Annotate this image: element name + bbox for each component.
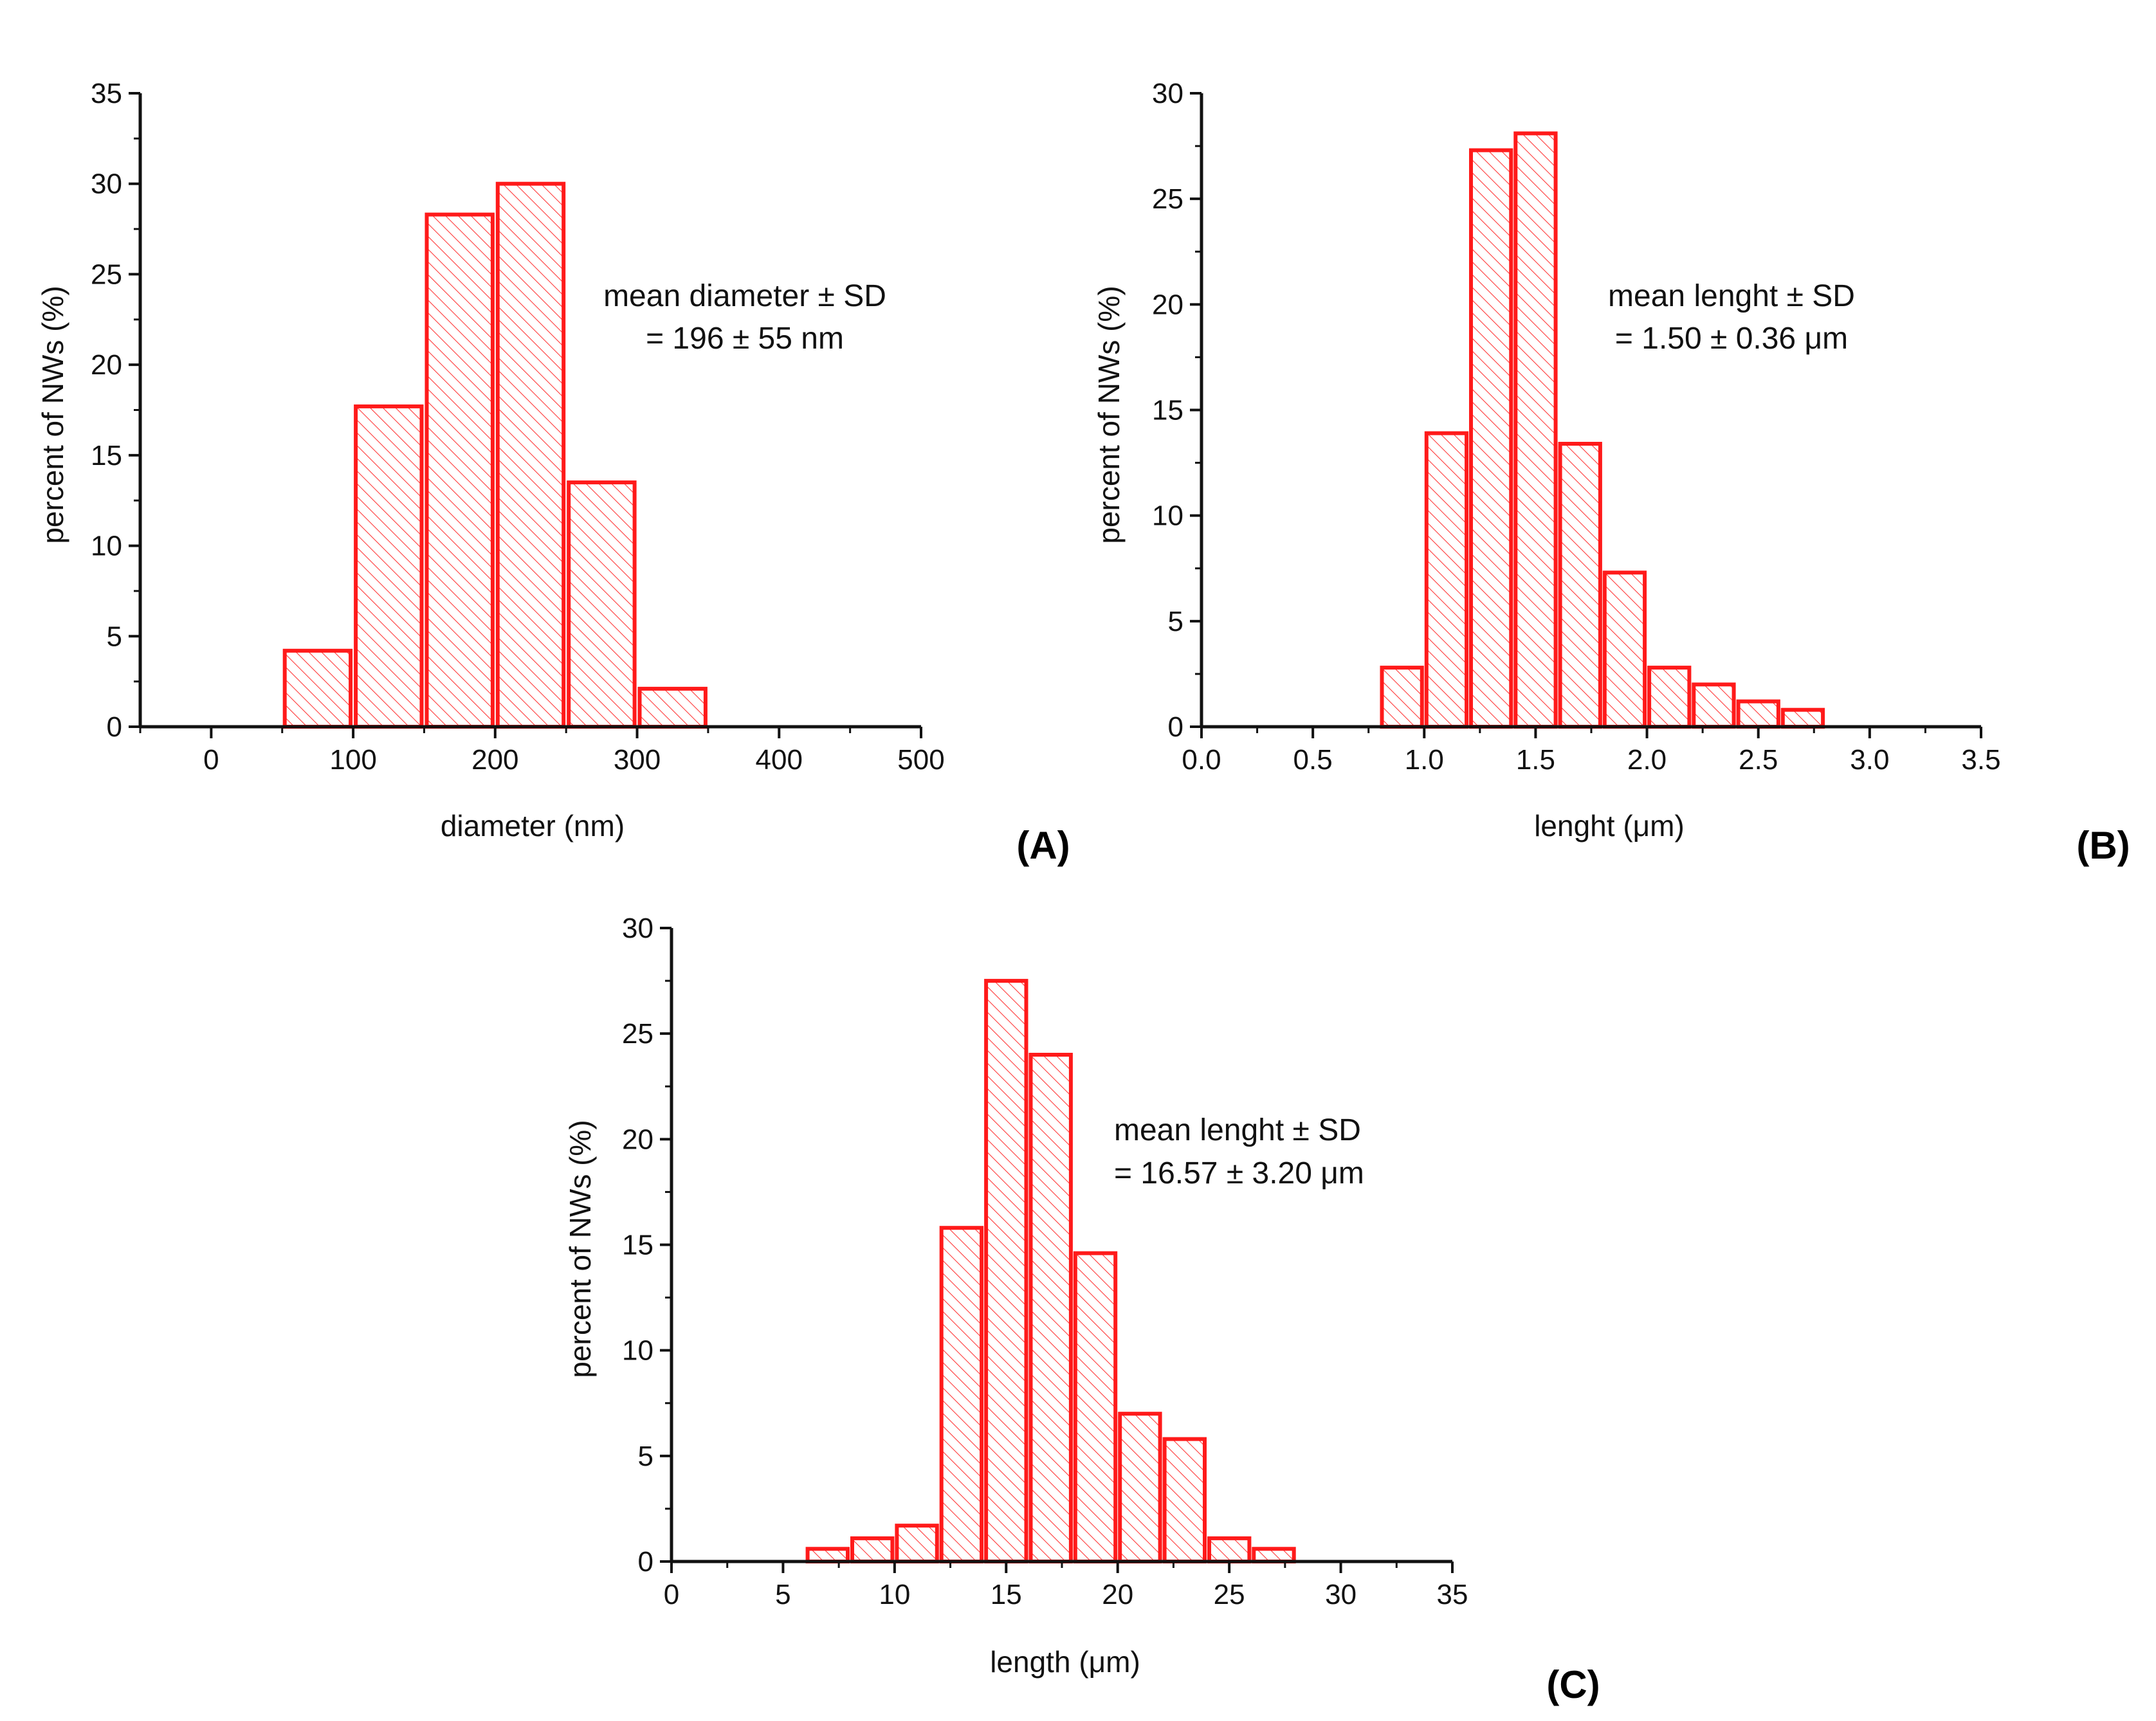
panel-b-bar-6	[1647, 666, 1692, 729]
panel-b-x-tick-label: 1.5	[1516, 744, 1555, 776]
panel-b-y-tick-label: 0	[1168, 711, 1183, 743]
panel-a-bar-5	[637, 686, 708, 729]
panel-c: 0 5 10 15 20 25 30 0 5 10 15 20 25 30 35 percent of NW…	[563, 913, 1600, 1706]
panel-b-y-tick-label: 15	[1152, 395, 1183, 426]
panel-b-bar-4	[1558, 442, 1602, 729]
panel-a-label: (A)	[1016, 824, 1070, 867]
panel-c-y-tick-label: 5	[638, 1441, 653, 1472]
panel-a-y-tick-label: 10	[91, 531, 122, 562]
panel-b-y-tick-label: 30	[1152, 78, 1183, 109]
panel-a-bar-1	[354, 404, 424, 729]
panel-c-bar-10	[1252, 1547, 1296, 1564]
panel-a-annotation-line1: mean diameter ± SD	[603, 279, 886, 313]
panel-a-ylabel: percent of NWs (%)	[36, 286, 69, 543]
panel-c-y-tick-label: 0	[638, 1546, 653, 1578]
panel-c-bar-6	[1073, 1251, 1118, 1563]
panel-b-bar-3	[1513, 131, 1558, 729]
panel-b-axes: 0 5 10 15 20 25 30 0.0 0.5 1.0 1.5 2.0 2.5 3.0 3.5	[1152, 78, 2001, 776]
panel-a-bar-0	[282, 648, 353, 729]
panel-a-annotation-line2: = 196 ± 55 nm	[646, 322, 844, 356]
panel-a-bar-2	[425, 212, 495, 729]
panel-c-y-tick-label: 30	[622, 913, 653, 944]
panel-a-y-tick-label: 5	[107, 621, 122, 652]
panel-b-x-tick-label: 2.5	[1739, 744, 1778, 776]
panel-c-ylabel: percent of NWs (%)	[563, 1120, 597, 1378]
panel-b-x-tick-label: 3.5	[1961, 744, 2000, 776]
panel-c-x-tick-label: 15	[991, 1579, 1022, 1610]
panel-a-x-tick-label: 100	[329, 744, 376, 776]
panel-b-bar-2	[1469, 148, 1513, 729]
panel-a-axes: 0 5 10 15 20 25 30 35 0 100 200 300 400 500	[91, 78, 945, 776]
panel-b-y-tick-label: 25	[1152, 183, 1183, 215]
panel-c-bar-3	[939, 1226, 984, 1563]
panel-a-x-tick-label: 500	[897, 744, 944, 776]
panel-b-y-tick-label: 20	[1152, 289, 1183, 320]
panel-c-bar-4	[984, 979, 1028, 1563]
panel-c-x-tick-label: 35	[1437, 1579, 1468, 1610]
panel-c-annotation-line2: = 16.57 ± 3.20 μm	[1114, 1156, 1364, 1190]
panel-a-y-tick-label: 20	[91, 349, 122, 381]
panel-b-annotation-line2: = 1.50 ± 0.36 μm	[1615, 322, 1848, 356]
panel-c-bar-0	[805, 1547, 850, 1564]
panel-b-x-tick-label: 0.5	[1293, 744, 1333, 776]
panel-c-x-tick-label: 5	[775, 1579, 790, 1610]
panel-c-x-tick-label: 0	[664, 1579, 679, 1610]
panel-a-y-tick-label: 30	[91, 168, 122, 200]
panel-b-x-tick-label: 1.0	[1405, 744, 1444, 776]
panel-a-y-tick-label: 15	[91, 440, 122, 471]
panel-b-y-tick-label: 10	[1152, 500, 1183, 532]
panel-b-bar-8	[1736, 699, 1780, 729]
panel-a-bars	[282, 181, 708, 729]
panel-c-bar-1	[850, 1536, 895, 1563]
panel-b-bar-9	[1780, 707, 1825, 729]
panel-a-bar-4	[567, 480, 637, 729]
panel-a-y-tick-label: 35	[91, 78, 122, 109]
panel-b-y-tick-label: 5	[1168, 606, 1183, 637]
panel-b-x-tick-label: 3.0	[1850, 744, 1889, 776]
panel-a-y-tick-label: 25	[91, 259, 122, 290]
panel-b-bar-1	[1424, 431, 1469, 729]
panel-c-bar-8	[1162, 1437, 1207, 1564]
panel-c-x-tick-label: 10	[879, 1579, 910, 1610]
panel-c-y-tick-label: 10	[622, 1335, 653, 1367]
panel-c-y-tick-label: 15	[622, 1230, 653, 1261]
panel-a-x-tick-label: 300	[614, 744, 661, 776]
panel-c-x-tick-label: 20	[1102, 1579, 1133, 1610]
panel-c-y-tick-label: 20	[622, 1124, 653, 1155]
panel-b-xlabel: lenght (μm)	[1534, 809, 1685, 842]
panel-c-bar-2	[895, 1524, 939, 1563]
panel-b-bar-0	[1380, 666, 1424, 729]
panel-c-axes: 0 5 10 15 20 25 30 0 5 10 15 20 25 30 35	[622, 913, 1468, 1610]
panel-a: 0 5 10 15 20 25 30 35 0 100 200 300 400 500 percent o…	[36, 78, 1070, 867]
panel-c-annotation-line1: mean lenght ± SD	[1114, 1113, 1361, 1147]
panel-a-x-tick-label: 400	[756, 744, 803, 776]
panel-b-bars	[1380, 131, 1825, 729]
panel-c-y-tick-label: 25	[622, 1018, 653, 1050]
panel-b: 0 5 10 15 20 25 30 0.0 0.5 1.0 1.5 2.0 2.5 3.0 3.5 per…	[1092, 78, 2130, 867]
panel-b-x-tick-label: 2.0	[1627, 744, 1667, 776]
panel-b-ylabel: percent of NWs (%)	[1092, 286, 1126, 543]
panel-b-x-tick-label: 0.0	[1182, 744, 1221, 776]
panel-a-x-tick-label: 200	[471, 744, 518, 776]
panel-b-annotation-line1: mean lenght ± SD	[1608, 279, 1855, 313]
panel-c-label: (C)	[1546, 1663, 1600, 1706]
panel-c-bar-5	[1028, 1053, 1073, 1563]
panel-b-bar-5	[1602, 570, 1647, 729]
panel-a-y-tick-label: 0	[107, 711, 122, 743]
panel-a-bar-3	[495, 181, 566, 729]
panel-c-x-tick-label: 25	[1214, 1579, 1245, 1610]
panel-c-xlabel: length (μm)	[990, 1645, 1140, 1679]
panel-b-label: (B)	[2076, 824, 2130, 867]
panel-b-bar-7	[1692, 682, 1736, 729]
panel-c-bar-9	[1207, 1536, 1252, 1563]
panel-c-bar-7	[1118, 1412, 1162, 1563]
panel-a-xlabel: diameter (nm)	[441, 809, 625, 842]
panel-c-x-tick-label: 30	[1325, 1579, 1357, 1610]
panel-c-bars	[805, 979, 1296, 1564]
panel-a-x-tick-label: 0	[203, 744, 219, 776]
